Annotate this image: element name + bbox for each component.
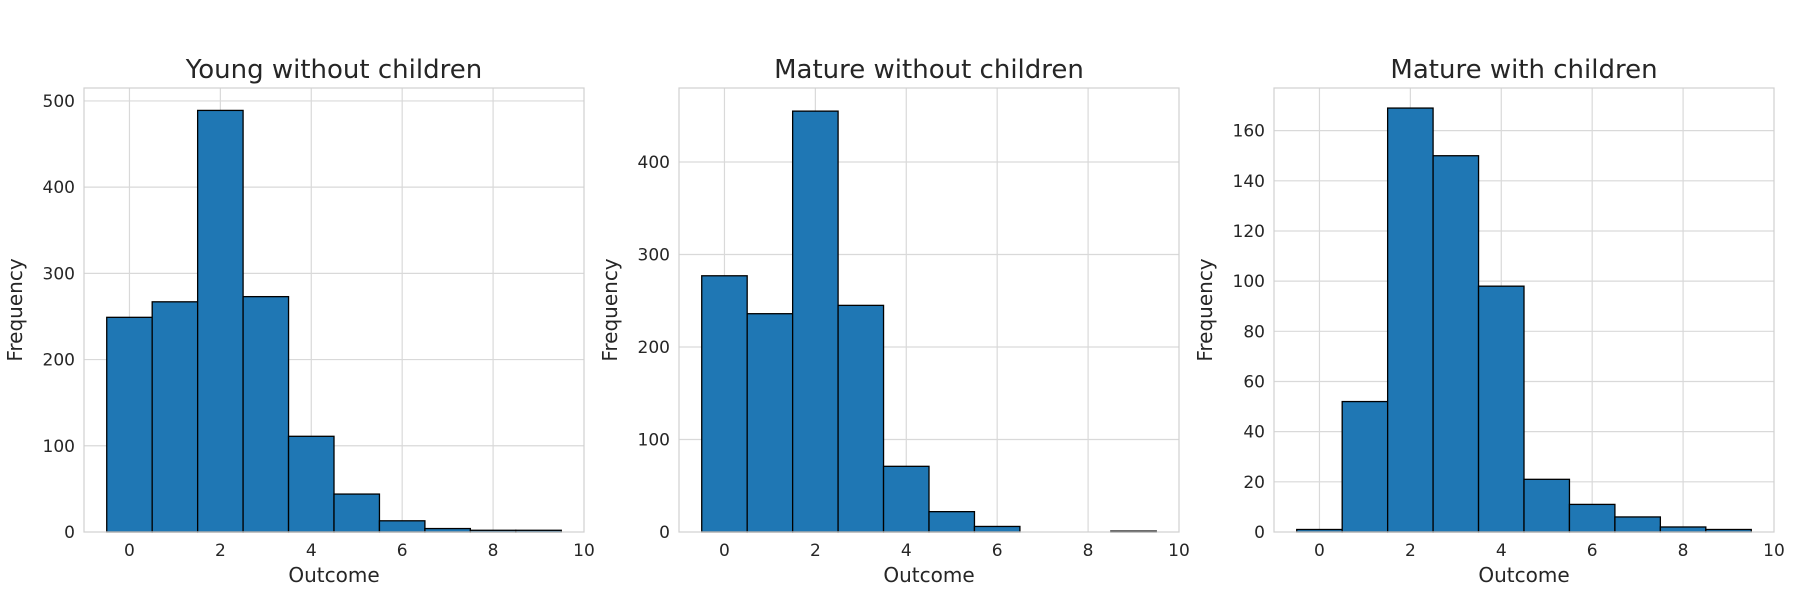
x-tick-label: 8: [1678, 541, 1689, 561]
x-tick-label: 0: [1314, 541, 1325, 561]
histogram-bar: [1432, 155, 1480, 533]
histogram-bar: [1341, 400, 1389, 533]
y-tick-label: 160: [1233, 122, 1265, 142]
y-tick-label: 300: [43, 264, 75, 284]
y-tick-label: 500: [43, 92, 75, 112]
y-tick-label: 60: [1243, 372, 1265, 392]
x-tick-label: 8: [1083, 541, 1094, 561]
plot-frame: [678, 87, 1180, 533]
histogram-bar: [701, 275, 748, 533]
x-axis-label: Outcome: [1478, 563, 1569, 587]
histogram-bar: [1568, 503, 1616, 533]
y-tick-label: 400: [43, 178, 75, 198]
histogram-bar: [1614, 516, 1662, 533]
histogram-bar: [837, 304, 885, 533]
chart-title: Mature with children: [1390, 55, 1657, 85]
histogram-bar: [928, 510, 976, 533]
y-tick-label: 0: [64, 523, 75, 543]
x-tick-label: 6: [1587, 541, 1598, 561]
histogram-bar: [1523, 478, 1571, 533]
y-tick-label: 200: [638, 338, 670, 358]
y-tick-label: 0: [659, 523, 670, 543]
x-axis-label: Outcome: [288, 563, 379, 587]
x-tick-label: 8: [488, 541, 499, 561]
histogram-bar: [106, 316, 153, 533]
y-tick-label: 100: [43, 437, 75, 457]
x-tick-label: 4: [306, 541, 317, 561]
y-tick-label: 120: [1233, 222, 1265, 242]
y-tick-label: 100: [1233, 272, 1265, 292]
y-tick-label: 200: [43, 351, 75, 371]
histogram-bar: [1659, 526, 1707, 533]
x-tick-label: 10: [1168, 541, 1190, 561]
y-tick-label: 100: [638, 431, 670, 451]
histogram-bar: [1477, 285, 1525, 533]
y-tick-label: 0: [1254, 523, 1265, 543]
x-tick-label: 2: [810, 541, 821, 561]
x-tick-label: 6: [992, 541, 1003, 561]
plot-frame: [83, 87, 585, 533]
x-tick-label: 2: [1405, 541, 1416, 561]
y-tick-label: 300: [638, 246, 670, 266]
chart-title: Young without children: [185, 55, 482, 85]
x-tick-label: 0: [719, 541, 730, 561]
chart-title: Mature without children: [774, 55, 1084, 85]
x-tick-label: 4: [1496, 541, 1507, 561]
histogram-bar: [287, 435, 335, 533]
histogram-bar: [378, 520, 426, 533]
plot-frame: [1273, 87, 1775, 533]
y-axis-label: Frequency: [598, 258, 622, 361]
y-tick-label: 40: [1243, 423, 1265, 443]
histogram-bar: [242, 295, 290, 533]
histogram-bar: [333, 493, 381, 533]
histogram-bar: [973, 525, 1021, 533]
x-tick-label: 10: [573, 541, 595, 561]
x-tick-label: 0: [124, 541, 135, 561]
y-tick-label: 80: [1243, 322, 1265, 342]
histogram-bar: [1386, 107, 1434, 533]
histogram-bar: [746, 313, 794, 533]
y-tick-label: 20: [1243, 473, 1265, 493]
x-tick-label: 6: [397, 541, 408, 561]
x-axis-label: Outcome: [883, 563, 974, 587]
y-axis-label: Frequency: [1193, 258, 1217, 361]
histogram-bar: [196, 109, 244, 533]
histogram-bar: [791, 110, 839, 533]
histogram-bar: [151, 301, 199, 533]
x-tick-label: 4: [901, 541, 912, 561]
y-tick-label: 140: [1233, 172, 1265, 192]
histogram-bar: [882, 465, 930, 533]
x-tick-label: 2: [215, 541, 226, 561]
y-tick-label: 400: [638, 153, 670, 173]
x-tick-label: 10: [1763, 541, 1785, 561]
y-axis-label: Frequency: [3, 258, 27, 361]
